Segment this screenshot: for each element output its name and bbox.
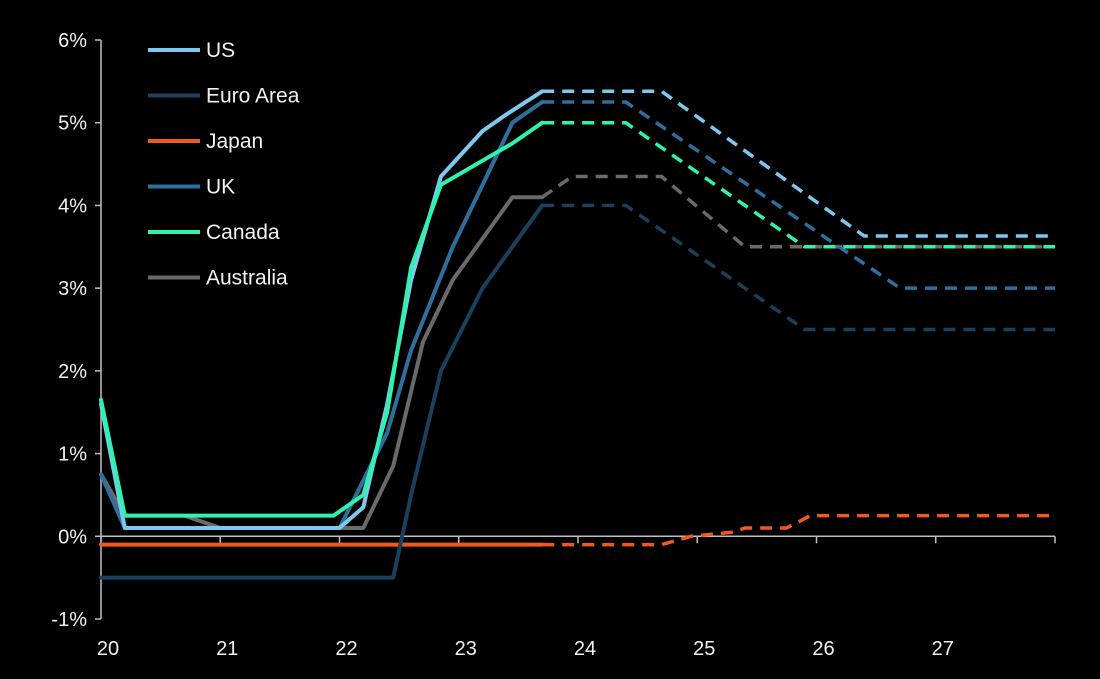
x-tick-label: 20 xyxy=(97,638,119,660)
legend-item-canada: Canada xyxy=(148,221,280,244)
series-line-euro-area-actual xyxy=(99,203,545,580)
legend-label: Japan xyxy=(206,130,263,153)
legend-label: US xyxy=(206,39,235,62)
y-tick-label: 4% xyxy=(58,195,87,217)
series-line-japan-projected xyxy=(542,513,1055,547)
series-line-us-projected xyxy=(542,89,1055,238)
y-tick-label: 5% xyxy=(58,113,87,135)
y-tick-label: 3% xyxy=(58,278,87,300)
series-line-uk-projected xyxy=(542,100,1055,290)
series-line-australia-projected xyxy=(541,174,1055,249)
x-tick-label: 25 xyxy=(693,638,715,660)
legend-item-uk: UK xyxy=(148,176,235,199)
series-group xyxy=(99,89,1055,580)
x-tick-label: 23 xyxy=(455,638,477,660)
x-tick-label: 26 xyxy=(812,638,834,660)
y-tick-label: -1% xyxy=(51,609,87,631)
legend-item-australia: Australia xyxy=(148,267,288,290)
y-tick-label: 2% xyxy=(58,361,87,383)
series-line-australia-actual xyxy=(99,195,545,530)
legend-item-us: US xyxy=(148,39,235,62)
series-line-canada-projected xyxy=(542,120,1055,249)
y-tick-label: 1% xyxy=(58,444,87,466)
series-line-canada-actual xyxy=(99,120,545,518)
x-tick-label: 21 xyxy=(216,638,238,660)
x-tick-label: 22 xyxy=(335,638,357,660)
series-line-euro-area-projected xyxy=(542,203,1055,332)
legend-label: Euro Area xyxy=(206,85,300,108)
legend-item-japan: Japan xyxy=(148,130,263,153)
x-tick-label: 24 xyxy=(574,638,596,660)
legend-label: Canada xyxy=(206,221,280,244)
series-line-us-actual xyxy=(99,89,545,530)
x-tick-label: 27 xyxy=(932,638,954,660)
y-tick-label: 0% xyxy=(58,526,87,548)
legend-label: UK xyxy=(206,176,235,199)
legend: US Euro Area Japan UK Canada Australia xyxy=(148,39,300,290)
legend-item-euro-area: Euro Area xyxy=(148,85,300,108)
axes-group: 6% 5% 4% 3% 2% 1% 0% -1% 20 21 22 23 24 25 26 27 xyxy=(51,30,1056,660)
legend-label: Australia xyxy=(206,267,288,290)
y-tick-label: 6% xyxy=(58,30,87,52)
